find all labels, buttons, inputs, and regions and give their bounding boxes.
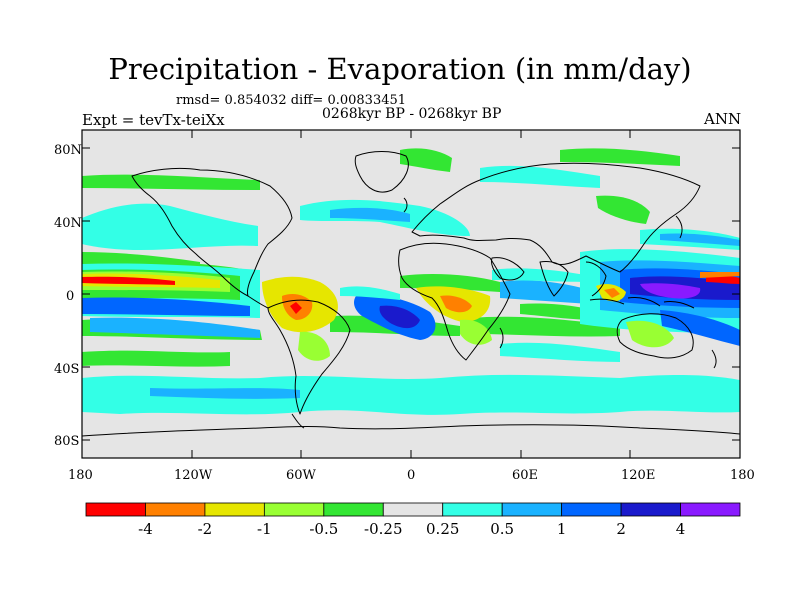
madagascar-outline <box>499 327 504 349</box>
y-tick-label: 0 <box>66 289 75 304</box>
colorbar <box>85 502 741 517</box>
contour-field <box>82 130 740 458</box>
north-atlantic-blue <box>330 207 410 222</box>
east-africa-lime <box>460 319 492 345</box>
colorbar-swatch <box>382 502 444 517</box>
south-indian-cyan <box>500 342 620 362</box>
colorbar-label: -1 <box>257 520 272 538</box>
warm-pool-purple <box>640 283 701 299</box>
arctic-cyan <box>480 165 600 188</box>
arabia-outline <box>491 257 525 281</box>
colorbar-swatch <box>620 502 681 517</box>
pacific-itcz-red <box>82 276 175 285</box>
eurasia-outline <box>411 162 701 273</box>
colorbar-label: -4 <box>138 520 153 538</box>
colorbar-labels: -4 -2 -1 -0.5 -0.25 0.25 0.5 1 2 4 <box>138 520 685 538</box>
central-africa-orange <box>440 295 472 313</box>
x-tick-label: 60W <box>286 468 316 483</box>
x-tick-label: 120W <box>174 468 213 483</box>
continent-outlines <box>82 151 740 437</box>
colorbar-swatch <box>204 502 265 517</box>
siberia-green <box>560 148 680 166</box>
africa-outline <box>398 242 511 361</box>
experiment-label: Expt = tevTx-teiXx <box>82 111 225 129</box>
southern-ocean-green <box>82 350 230 367</box>
colorbar-label: 1 <box>557 520 567 538</box>
colorbar-label: -0.25 <box>364 520 402 538</box>
indonesia-orange <box>604 288 620 298</box>
y-tick-label: 80N <box>54 143 82 158</box>
indonesia-outline <box>589 297 695 309</box>
colorbar-label: -2 <box>198 520 213 538</box>
pacific-south-cyan2 <box>90 317 260 338</box>
japan-outline <box>675 215 683 239</box>
x-tick-label: 180 <box>730 468 755 483</box>
pacific-east-red <box>706 275 740 284</box>
colorbar-label: 2 <box>616 520 626 538</box>
south-america-outline <box>267 299 351 415</box>
north-pacific-band <box>82 203 258 250</box>
season-label: ANN <box>704 110 742 128</box>
x-tick-label: 180 <box>68 468 93 483</box>
southern-ocean-band <box>82 374 740 415</box>
australia-outline <box>616 313 694 359</box>
arctic-band <box>82 174 260 190</box>
stats-label: rmsd= 0.854032 diff= 0.00833451 <box>176 93 407 108</box>
south-pacific-convergence <box>660 310 740 346</box>
india-outline <box>539 261 569 297</box>
colorbar-label: 0.5 <box>490 520 514 538</box>
period-label: 0268kyr BP - 0268kyr BP <box>322 106 502 122</box>
pacific-east-orange <box>700 272 740 278</box>
colorbar-swatch <box>145 502 206 517</box>
colorbar-swatch <box>263 502 325 517</box>
colorbar-swatch <box>561 502 622 517</box>
uk-outline <box>403 197 408 213</box>
north-america-outline <box>131 167 293 297</box>
y-tick-label: 80S <box>54 434 80 449</box>
x-tick-label: 0 <box>407 468 416 483</box>
axis-ticks <box>82 130 740 458</box>
southeast-asia-outline <box>585 261 607 297</box>
amazon-red <box>290 302 302 314</box>
greenland-green <box>400 148 452 172</box>
atlantic-itcz-dark <box>379 305 420 329</box>
colorbar-swatch <box>323 502 384 517</box>
plot-title: Precipitation - Evaporation (in mm/day) <box>108 52 692 86</box>
central-america-outline <box>247 295 269 309</box>
antarctica-outline <box>82 424 740 437</box>
colorbar-swatch <box>501 502 563 517</box>
y-tick-label: 40S <box>54 362 80 377</box>
southern-ocean-band-inner <box>150 388 300 399</box>
colorbar-label: 4 <box>676 520 686 538</box>
colorbar-label: -0.5 <box>309 520 338 538</box>
antarctic-peninsula-outline <box>291 413 305 429</box>
colorbar-swatch <box>85 502 146 517</box>
colorbar-label: 0.25 <box>426 520 459 538</box>
x-tick-label: 120E <box>621 468 656 483</box>
x-tick-label: 60E <box>512 468 539 483</box>
greenland-outline <box>354 151 409 193</box>
new-zealand-outline <box>711 349 717 369</box>
australia-lime <box>626 320 674 348</box>
y-tick-label: 40N <box>54 216 82 231</box>
indian-ocean-blue <box>500 280 590 304</box>
colorbar-swatch <box>442 502 503 517</box>
colorbar-swatch <box>680 502 741 517</box>
south-america-lime <box>298 331 330 361</box>
pacific-south-blue <box>82 297 250 316</box>
east-asia-green <box>596 195 650 224</box>
north-pacific-east-blue <box>660 233 740 246</box>
atlantic-cyan <box>340 286 400 300</box>
